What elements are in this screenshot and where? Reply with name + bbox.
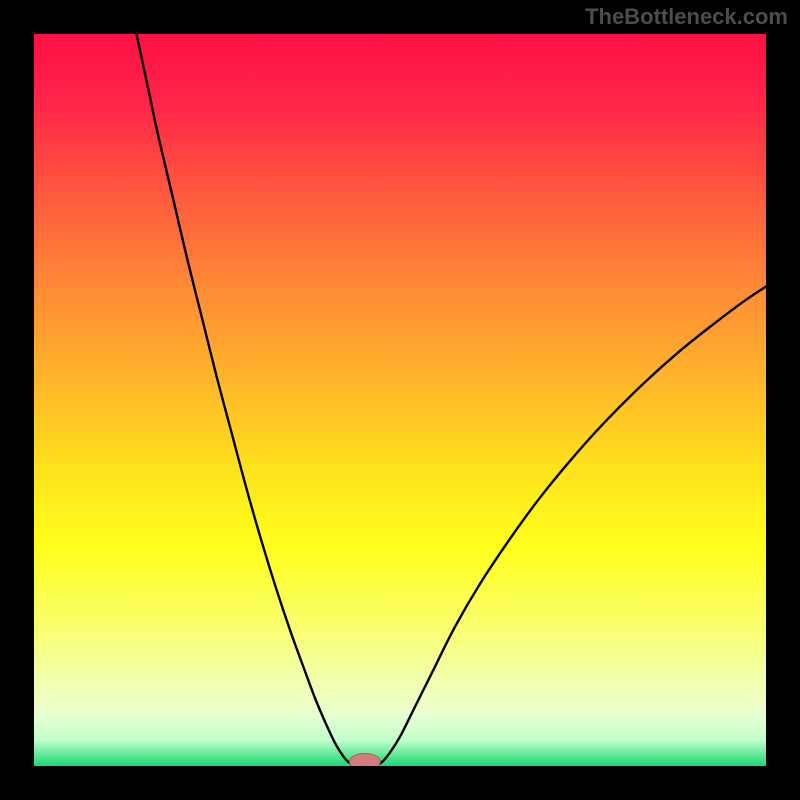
optimal-point-marker bbox=[349, 754, 380, 766]
gradient-background bbox=[34, 34, 766, 766]
figure-root: TheBottleneck.com bbox=[0, 0, 800, 800]
bottleneck-chart bbox=[34, 34, 766, 766]
plot-area bbox=[34, 34, 766, 766]
watermark-text: TheBottleneck.com bbox=[585, 4, 788, 30]
